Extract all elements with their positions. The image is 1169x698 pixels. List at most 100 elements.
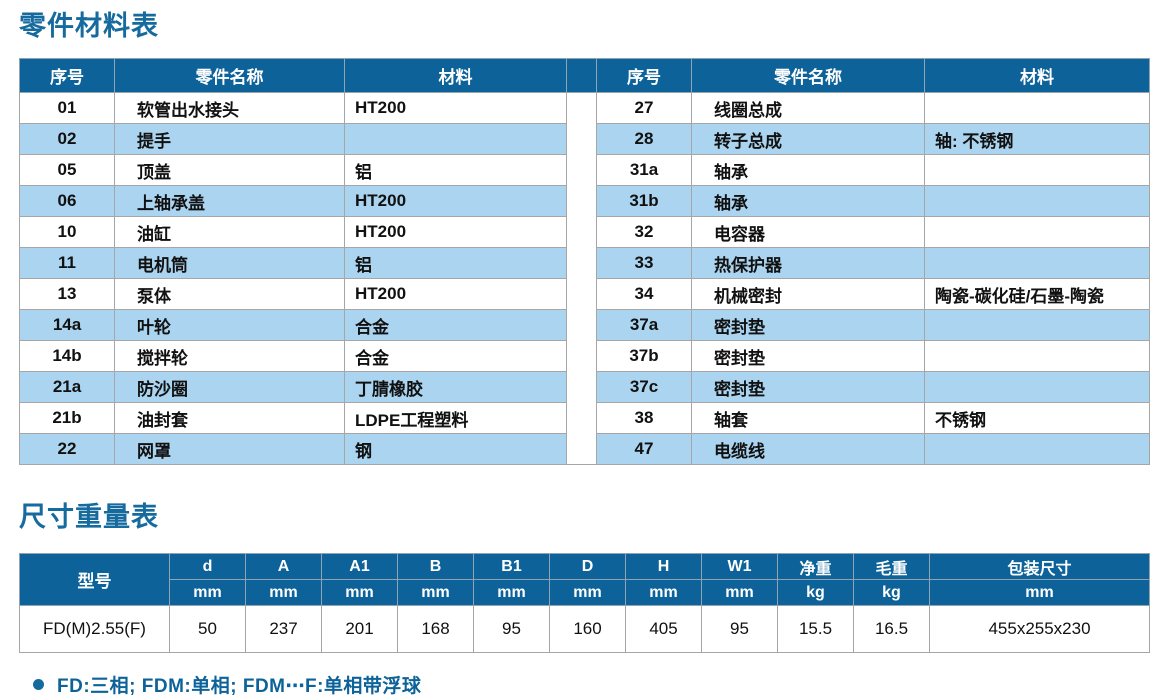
dims-col-unit: mm [473, 579, 550, 606]
serial-cell: 31a [596, 154, 692, 186]
dims-value-cell: 95 [701, 605, 778, 653]
dims-value-cell: 168 [397, 605, 474, 653]
serial-cell: 33 [596, 247, 692, 279]
material-cell [924, 92, 1150, 124]
part-name-cell: 轴套 [691, 402, 925, 434]
dims-col-label: W1 [701, 553, 778, 580]
material-cell: 陶瓷-碳化硅/石墨-陶瓷 [924, 278, 1150, 310]
part-name-cell: 轴承 [691, 185, 925, 217]
serial-cell: 27 [596, 92, 692, 124]
dimensions-weight-table: 型号 d A A1 B B1 D H W1 净重 毛重 包装尺寸 mm mm mm mm mm mm mm mm k… [19, 553, 1150, 653]
serial-cell: 10 [19, 216, 115, 248]
material-cell [924, 371, 1150, 403]
serial-cell: 21b [19, 402, 115, 434]
parts-row: 02 提手 28 转子总成 轴: 不锈钢 [19, 123, 1150, 155]
dims-value-cell: 50 [169, 605, 246, 653]
material-cell: HT200 [344, 92, 567, 124]
model-cell: FD(M)2.55(F) [19, 605, 170, 653]
material-cell [924, 247, 1150, 279]
material-cell: 丁腈橡胶 [344, 371, 567, 403]
part-name-cell: 密封垫 [691, 371, 925, 403]
dims-value-cell: 455x255x230 [929, 605, 1150, 653]
part-name-cell: 叶轮 [114, 309, 345, 341]
part-name-cell: 油缸 [114, 216, 345, 248]
dims-col-unit: mm [929, 579, 1150, 606]
serial-cell: 13 [19, 278, 115, 310]
part-name-cell: 密封垫 [691, 340, 925, 372]
serial-cell: 28 [596, 123, 692, 155]
serial-cell: 37b [596, 340, 692, 372]
serial-cell: 37a [596, 309, 692, 341]
dims-col-unit: mm [397, 579, 474, 606]
header-serial-left: 序号 [19, 58, 115, 93]
material-cell: 不锈钢 [924, 402, 1150, 434]
material-cell: 铝 [344, 154, 567, 186]
dims-col-label: 包装尺寸 [929, 553, 1150, 580]
parts-row: 01 软管出水接头 HT200 27 线圈总成 [19, 92, 1150, 465]
material-cell [924, 185, 1150, 217]
serial-cell: 14b [19, 340, 115, 372]
dims-col-unit: mm [245, 579, 322, 606]
dims-col-label: B [397, 553, 474, 580]
dims-col-label: A1 [321, 553, 398, 580]
dims-col-label: 净重 [777, 553, 854, 580]
serial-cell: 01 [19, 92, 115, 124]
parts-table-body: 01 软管出水接头 HT200 27 线圈总成 02 提手 28 转子总成 轴: 不锈钢 05 顶盖铝… [19, 92, 1150, 465]
parts-table-title: 零件材料表 [19, 11, 159, 41]
material-cell: LDPE工程塑料 [344, 402, 567, 434]
serial-cell: 02 [19, 123, 115, 155]
material-cell [344, 123, 567, 155]
dims-col-label: 毛重 [853, 553, 930, 580]
dims-header-units-row: mm mm mm mm mm mm mm mm kg kg mm [20, 579, 1150, 606]
part-name-cell: 顶盖 [114, 154, 345, 186]
dims-header-labels-row: 型号 d A A1 B B1 D H W1 净重 毛重 包装尺寸 [19, 553, 1150, 606]
part-name-cell: 防沙圈 [114, 371, 345, 403]
parts-row: 06 上轴承盖 HT200 31b 轴承 [19, 185, 1150, 217]
material-cell [924, 154, 1150, 186]
serial-cell: 32 [596, 216, 692, 248]
serial-cell: 14a [19, 309, 115, 341]
dims-col-label: D [549, 553, 626, 580]
material-cell: HT200 [344, 185, 567, 217]
dims-col-unit: mm [321, 579, 398, 606]
part-name-cell: 电缆线 [691, 433, 925, 465]
dims-value-cell: 405 [625, 605, 702, 653]
dims-value-cell: 160 [549, 605, 626, 653]
part-name-cell: 软管出水接头 [114, 92, 345, 124]
serial-cell: 22 [19, 433, 115, 465]
material-cell: 合金 [344, 309, 567, 341]
part-name-cell: 电机筒 [114, 247, 345, 279]
header-serial-right: 序号 [596, 58, 692, 93]
material-cell: HT200 [344, 216, 567, 248]
serial-cell: 21a [19, 371, 115, 403]
table-gap-spacer [566, 92, 597, 465]
parts-row: 11 电机筒铝 33 热保护器 [19, 247, 1150, 279]
dims-col-unit: mm [169, 579, 246, 606]
part-name-cell: 上轴承盖 [114, 185, 345, 217]
material-cell [924, 216, 1150, 248]
part-name-cell: 机械密封 [691, 278, 925, 310]
serial-cell: 34 [596, 278, 692, 310]
dims-col-unit: mm [625, 579, 702, 606]
material-cell [924, 340, 1150, 372]
parts-row: 05 顶盖铝 31a 轴承 [19, 154, 1150, 186]
material-cell [924, 433, 1150, 465]
header-material-right: 材料 [924, 58, 1150, 93]
dims-table-title: 尺寸重量表 [19, 502, 159, 532]
serial-cell: 31b [596, 185, 692, 217]
parts-row: 21b 油封套 LDPE工程塑料 38 轴套 不锈钢 [19, 402, 1150, 434]
part-name-cell: 油封套 [114, 402, 345, 434]
part-name-cell: 热保护器 [691, 247, 925, 279]
dims-value-cell: 16.5 [853, 605, 930, 653]
dims-data-row: FD(M)2.55(F) 50 237 201 168 95 160 405 95 15.5 16… [19, 605, 1150, 653]
material-cell: 合金 [344, 340, 567, 372]
dims-value-cell: 201 [321, 605, 398, 653]
part-name-cell: 搅拌轮 [114, 340, 345, 372]
header-name-right: 零件名称 [691, 58, 925, 93]
part-name-cell: 提手 [114, 123, 345, 155]
footnote: FD:三相; FDM:单相; FDM⋯F:单相带浮球 [33, 671, 1150, 698]
serial-cell: 47 [596, 433, 692, 465]
dims-value-cell: 95 [473, 605, 550, 653]
material-cell: 轴: 不锈钢 [924, 123, 1150, 155]
header-name-left: 零件名称 [114, 58, 345, 93]
